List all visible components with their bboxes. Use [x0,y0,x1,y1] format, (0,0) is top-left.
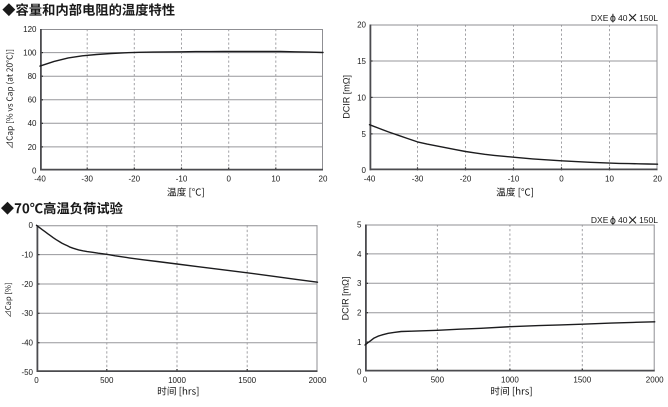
svg-text:-10: -10 [176,175,188,184]
svg-text:-20: -20 [21,280,33,289]
svg-text:20: 20 [319,175,328,184]
svg-text:40: 40 [28,119,37,128]
svg-text:0: 0 [559,175,564,184]
svg-text:40: 40 [618,13,628,23]
svg-text:15: 15 [357,57,366,66]
svg-text:-10: -10 [508,175,520,184]
svg-text:-20: -20 [129,175,141,184]
svg-text:0: 0 [29,221,34,230]
svg-text:-30: -30 [412,175,424,184]
svg-text:80: 80 [28,72,37,81]
svg-text:DXE: DXE [591,215,609,225]
svg-text:500: 500 [431,376,445,385]
svg-text:-40: -40 [364,175,376,184]
svg-text:150L: 150L [639,13,658,23]
svg-text:1000: 1000 [501,376,519,385]
svg-text:60: 60 [28,96,37,105]
svg-text:1: 1 [357,338,362,347]
svg-text:20: 20 [653,175,662,184]
svg-text:5: 5 [357,220,362,229]
svg-text:0: 0 [32,166,37,175]
svg-text:2000: 2000 [309,376,327,385]
svg-text:150L: 150L [639,215,658,225]
svg-text:-10: -10 [21,251,33,260]
svg-text:1500: 1500 [573,376,591,385]
svg-text:10: 10 [357,93,366,102]
svg-text:0: 0 [357,367,362,376]
svg-text:3: 3 [357,279,362,288]
svg-text:1000: 1000 [168,376,186,385]
svg-text:DXE: DXE [591,13,609,23]
svg-text:-20: -20 [460,175,472,184]
svg-text:-40: -40 [21,339,33,348]
svg-text:-40: -40 [34,175,46,184]
svg-text:0: 0 [34,376,39,385]
svg-text:5: 5 [362,130,367,139]
svg-text:-30: -30 [21,309,33,318]
svg-text:2000: 2000 [646,376,664,385]
svg-text:DCIR [mΩ]: DCIR [mΩ] [341,277,351,321]
svg-text:-30: -30 [81,175,93,184]
svg-text:120: 120 [23,25,37,34]
svg-text:500: 500 [100,376,114,385]
svg-text:0: 0 [362,166,367,175]
svg-text:100: 100 [23,49,37,58]
svg-text:20: 20 [357,20,366,29]
svg-text:2: 2 [357,309,362,318]
svg-text:10: 10 [605,175,614,184]
svg-text:DCIR [mΩ]: DCIR [mΩ] [341,75,351,119]
svg-text:0: 0 [226,175,231,184]
svg-text:-50: -50 [21,368,33,377]
svg-text:4: 4 [357,250,362,259]
svg-text:0: 0 [363,376,368,385]
svg-text:20: 20 [28,143,37,152]
svg-text:40: 40 [618,215,628,225]
svg-text:10: 10 [271,175,280,184]
svg-text:1500: 1500 [238,376,256,385]
